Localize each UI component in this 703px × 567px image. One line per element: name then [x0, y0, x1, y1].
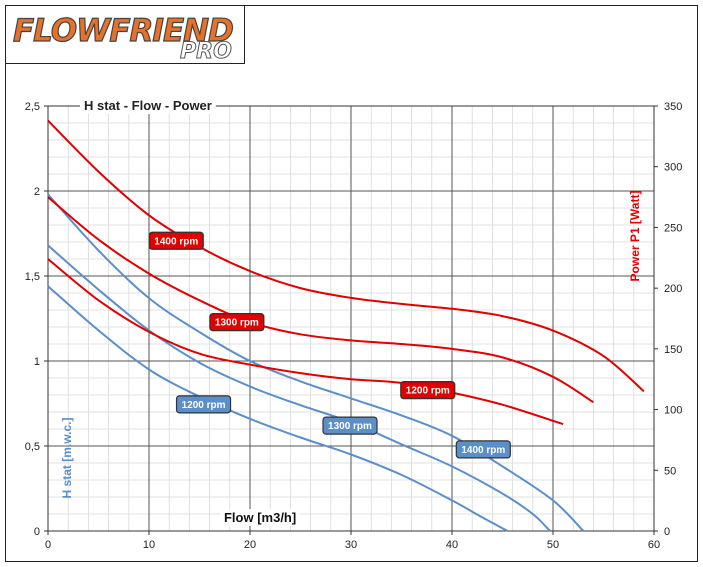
chart-title-background: [80, 97, 216, 114]
power-curves: [47, 119, 645, 426]
y-right-tick-label: 200: [664, 283, 682, 295]
y-right-tick-label: 300: [664, 162, 682, 174]
rpm-label-head: 1300 rpm: [328, 421, 372, 432]
y-left-tick-label: 1,5: [25, 271, 40, 283]
tick-labels: 0 10 20 30 40 50 60 0 0,5 1 1,5 2 2,5 0 50 100 150 200 250…: [25, 101, 683, 551]
rpm-label-power: 1400 rpm: [154, 236, 198, 247]
head-curve-1200-rpm: [47, 285, 508, 532]
head-curve-1300-rpm: [47, 244, 551, 532]
head-curve-1400-rpm: [47, 193, 585, 532]
y-left-tick-label: 1: [34, 356, 40, 368]
x-tick-label: 0: [45, 539, 51, 551]
y-left-tick-label: 0: [34, 526, 40, 538]
rpm-labels: 1400 rpm 1300 rpm 1200 rpm 1200 rpm 1300 rpm…: [148, 231, 511, 459]
y-right-tick-label: 250: [664, 222, 682, 234]
logo-sub: PRO: [180, 39, 232, 64]
logo-main: FLOWFRIEND: [13, 13, 233, 49]
power-curve-1200-rpm: [47, 258, 564, 426]
x-axis-label-group: Flow [m3/h]: [219, 509, 301, 526]
rpm-label-box-power: [148, 231, 204, 250]
x-tick-label: 60: [648, 539, 660, 551]
x-tick-label: 50: [547, 539, 559, 551]
head-curves: [47, 193, 585, 532]
chart-title: H stat - Flow - Power: [84, 98, 212, 113]
y-axis-right-label: Power P1 [Watt]: [628, 191, 642, 282]
power-curve-1300-rpm: [47, 196, 594, 404]
y-left-tick-label: 0,5: [25, 441, 40, 453]
rpm-label-power: 1300 rpm: [215, 318, 259, 329]
grid-major: [48, 106, 654, 531]
rpm-label-head: 1400 rpm: [461, 445, 505, 456]
rpm-label-box-head: [175, 395, 232, 414]
y-right-tick-label: 150: [664, 344, 682, 356]
rpm-label-box-head: [322, 416, 378, 435]
x-tick-label: 10: [143, 539, 155, 551]
x-axis-label: Flow [m3/h]: [224, 510, 296, 525]
y-left-tick-label: 2,5: [25, 101, 40, 113]
rpm-label-box-power: [209, 313, 265, 332]
y-left-tick-label: 2: [34, 186, 40, 198]
logo: FLOWFRIEND PRO: [12, 12, 234, 64]
rpm-label-box-head: [455, 440, 511, 459]
rpm-label-head: 1200 rpm: [182, 400, 226, 411]
x-tick-label: 20: [244, 539, 256, 551]
y-right-tick-label: 350: [664, 101, 682, 113]
chart-frame: [5, 5, 698, 562]
y-right-tick-label: 100: [664, 405, 682, 417]
x-tick-label: 40: [446, 539, 458, 551]
power-curve-1400-rpm: [47, 119, 645, 393]
rpm-label-power: 1200 rpm: [406, 386, 450, 397]
rpm-label-box-power: [400, 381, 456, 400]
logo-box: FLOWFRIEND PRO: [5, 5, 245, 65]
x-tick-label: 30: [345, 539, 357, 551]
y-right-tick-label: 50: [664, 465, 676, 477]
chart-title-group: H stat - Flow - Power: [80, 97, 216, 114]
x-axis-label-background: [219, 509, 301, 526]
y-right-tick-label: 0: [664, 526, 670, 538]
y-axis-left-label: H stat [m.w.c.]: [60, 418, 74, 499]
